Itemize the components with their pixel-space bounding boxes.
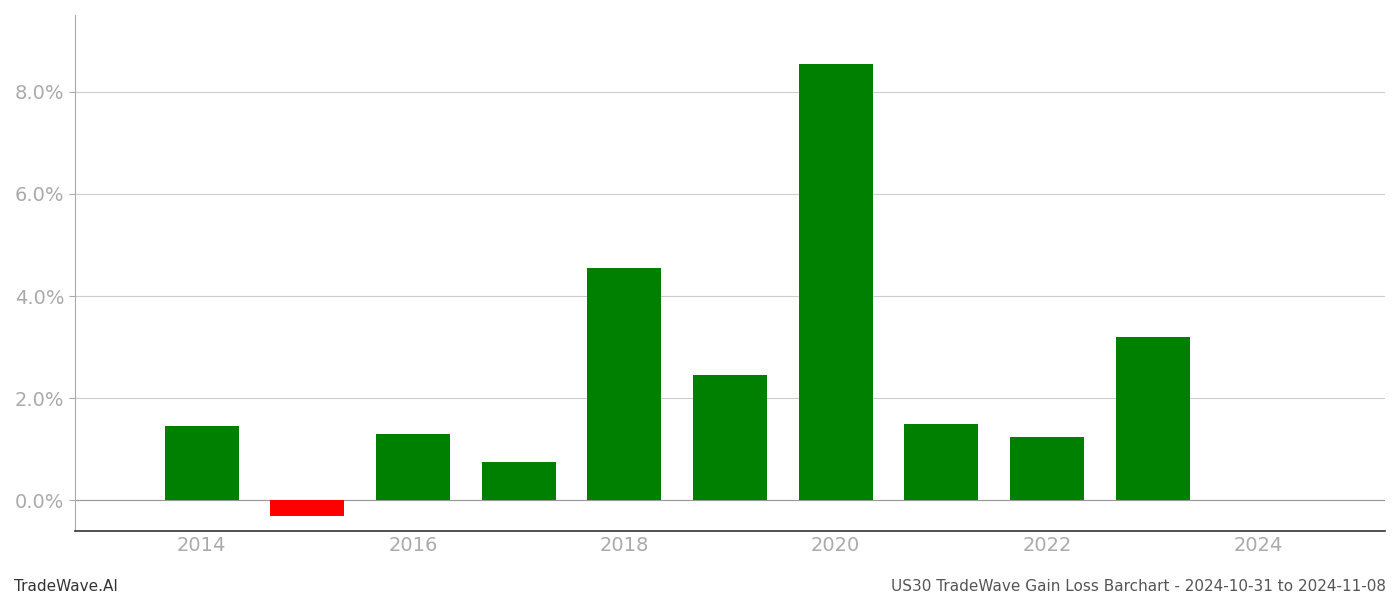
Bar bbox=[693, 375, 767, 500]
Bar bbox=[377, 434, 449, 500]
Bar bbox=[1116, 337, 1190, 500]
Bar bbox=[165, 427, 238, 500]
Bar bbox=[1009, 437, 1084, 500]
Text: US30 TradeWave Gain Loss Barchart - 2024-10-31 to 2024-11-08: US30 TradeWave Gain Loss Barchart - 2024… bbox=[890, 579, 1386, 594]
Bar bbox=[798, 64, 872, 500]
Text: TradeWave.AI: TradeWave.AI bbox=[14, 579, 118, 594]
Bar bbox=[270, 500, 344, 516]
Bar bbox=[482, 462, 556, 500]
Bar bbox=[904, 424, 979, 500]
Bar bbox=[588, 268, 661, 500]
